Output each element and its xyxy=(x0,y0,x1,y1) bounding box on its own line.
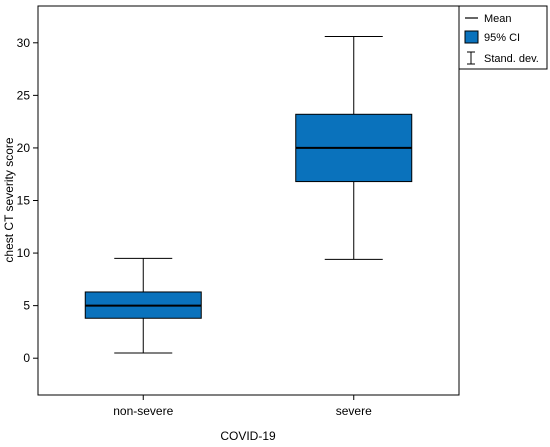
box-non-severe xyxy=(84,257,202,354)
y-axis: 0 5 10 15 20 25 30 xyxy=(17,36,38,365)
legend-ci-symbol xyxy=(464,30,479,44)
box-severe xyxy=(295,35,413,260)
x-tick-label: severe xyxy=(336,404,372,418)
y-tick-label: 30 xyxy=(17,36,31,50)
y-tick-label: 20 xyxy=(17,141,31,155)
box-series xyxy=(84,35,413,354)
plot-frame xyxy=(37,5,460,396)
y-tick-label: 15 xyxy=(17,194,31,208)
y-axis-label: chest CT severity score xyxy=(2,137,16,262)
y-tick-label: 5 xyxy=(23,299,30,313)
legend-sd-label: Stand. dev. xyxy=(484,53,539,65)
legend-mean-label: Mean xyxy=(484,13,512,25)
x-axis-label: COVID-19 xyxy=(220,429,276,443)
legend-sd-symbol xyxy=(467,51,475,65)
y-tick-label: 25 xyxy=(17,88,31,102)
x-tick-label: non-severe xyxy=(113,404,173,418)
legend-ci-label: 95% CI xyxy=(484,32,520,44)
legend: Mean 95% CI Stand. dev. xyxy=(458,5,548,70)
x-axis: non-severe severe xyxy=(113,395,372,418)
y-tick-label: 10 xyxy=(17,246,31,260)
y-tick-label: 0 xyxy=(23,351,30,365)
